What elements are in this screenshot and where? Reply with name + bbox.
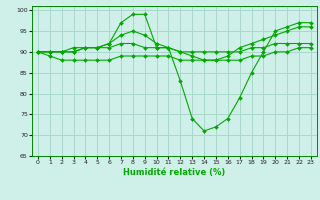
- X-axis label: Humidité relative (%): Humidité relative (%): [123, 168, 226, 177]
